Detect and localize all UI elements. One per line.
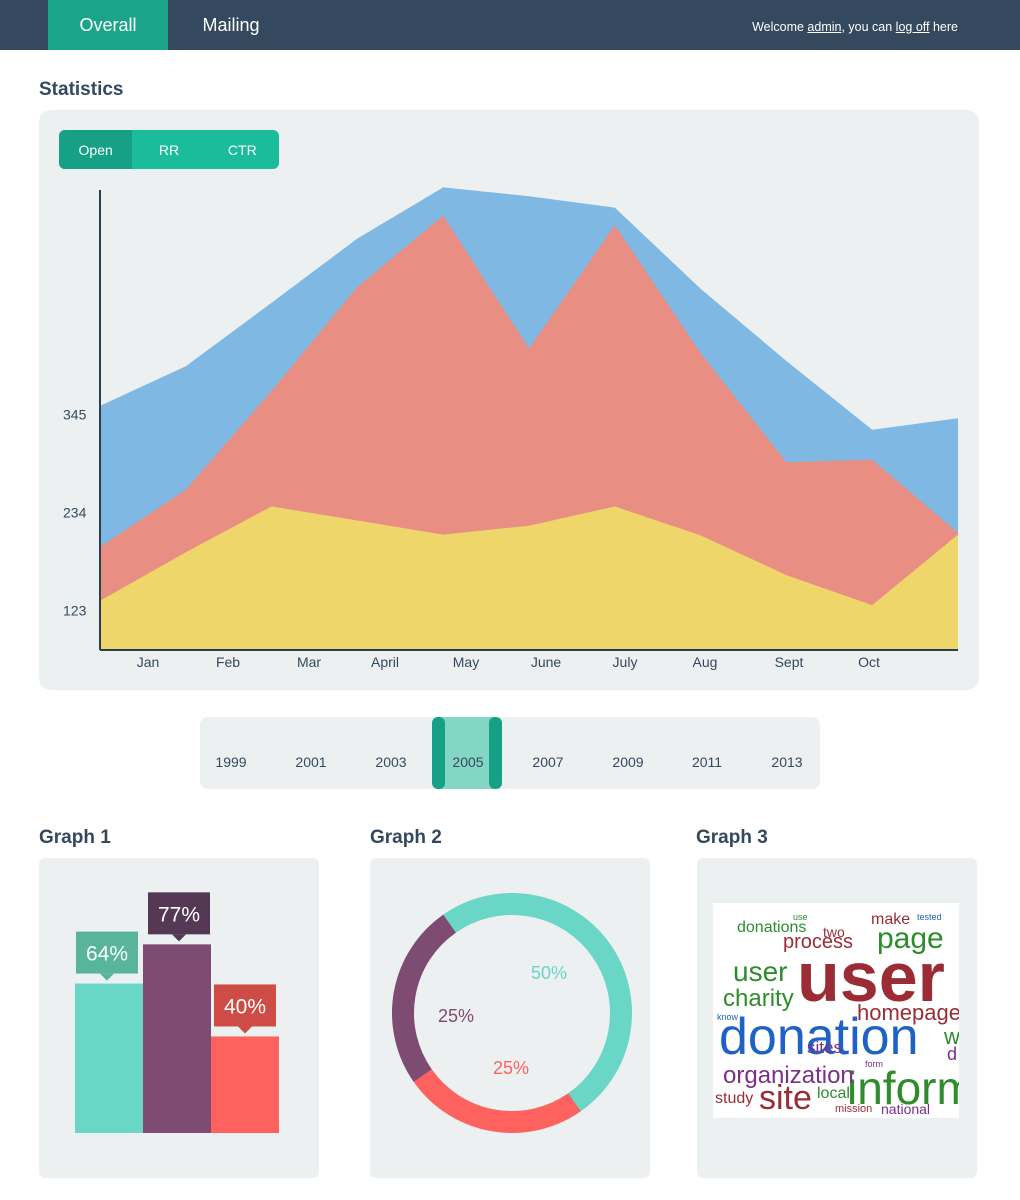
segment-rr[interactable]: RR bbox=[158, 142, 180, 158]
word-cloud-word: sites bbox=[807, 1038, 842, 1057]
timeline-right-handle[interactable] bbox=[489, 717, 502, 789]
word-cloud-word: form bbox=[865, 1059, 883, 1069]
graph3-card: user donation inform site organization page ho… bbox=[697, 858, 977, 1178]
word-cloud-word: make bbox=[871, 911, 910, 928]
x-tick-label: Jan bbox=[137, 654, 160, 670]
metric-segmented-control: Open RR CTR bbox=[59, 130, 279, 169]
welcome-prefix: Welcome bbox=[752, 20, 808, 34]
y-tick-label: 345 bbox=[63, 407, 87, 423]
welcome-middle: , you can bbox=[841, 20, 896, 34]
bar-2 bbox=[143, 944, 211, 1133]
timeline-year-selected[interactable]: 2005 bbox=[452, 754, 484, 770]
timeline-year[interactable]: 2007 bbox=[532, 754, 564, 770]
bar-value-tag-pointer bbox=[238, 1026, 252, 1034]
x-tick-label: Mar bbox=[297, 654, 321, 670]
timeline-year[interactable]: 2013 bbox=[771, 754, 803, 770]
word-cloud-word: mission bbox=[835, 1103, 872, 1115]
username-link[interactable]: admin bbox=[807, 20, 842, 34]
x-tick-label: Feb bbox=[216, 654, 240, 670]
timeline-year[interactable]: 2001 bbox=[295, 754, 327, 770]
segment-open[interactable]: Open bbox=[59, 130, 133, 169]
word-cloud-word: local bbox=[817, 1085, 850, 1102]
welcome-suffix: here bbox=[929, 20, 958, 34]
welcome-message: Welcome admin, you can log off here bbox=[752, 0, 958, 50]
word-cloud-word: tested bbox=[917, 912, 942, 922]
tab-mailing[interactable]: Mailing bbox=[202, 15, 260, 35]
bar-value-tag bbox=[76, 931, 138, 974]
word-cloud-word: site bbox=[759, 1079, 812, 1117]
word-cloud-word: user bbox=[797, 938, 945, 1016]
timeline-selection-window[interactable] bbox=[438, 717, 496, 789]
word-cloud-word: page bbox=[877, 922, 944, 955]
graph2-donut-chart: 50% 25% 25% bbox=[392, 892, 632, 1133]
x-tick-label: April bbox=[371, 654, 399, 670]
x-tick-label: June bbox=[531, 654, 562, 670]
word-cloud-background bbox=[713, 903, 959, 1118]
donut-slice-label: 25% bbox=[438, 1006, 474, 1026]
word-cloud-word: donation bbox=[719, 1008, 919, 1066]
word-cloud-word: inform bbox=[847, 1062, 975, 1114]
bar-value-label: 64% bbox=[86, 943, 128, 966]
timeline-year[interactable]: 2003 bbox=[375, 754, 407, 770]
bar-value-tag bbox=[148, 892, 210, 935]
timeline-left-handle[interactable] bbox=[432, 717, 445, 789]
statistics-panel: 123 234 345 Jan Feb Mar April May June July Aug Sep… bbox=[39, 110, 979, 690]
timeline-year[interactable]: 2009 bbox=[612, 754, 644, 770]
bar-value-label: 77% bbox=[158, 903, 200, 926]
word-cloud-word: study bbox=[715, 1090, 753, 1107]
donut-slice-label: 50% bbox=[531, 963, 567, 983]
bar-value-label: 40% bbox=[224, 995, 266, 1018]
tab-overall[interactable]: Overall bbox=[48, 0, 168, 50]
area-chart: 123 234 345 Jan Feb Mar April May June July Aug Sep… bbox=[63, 187, 958, 670]
word-cloud-word: user bbox=[733, 956, 787, 987]
graph2-card: 50% 25% 25% bbox=[370, 858, 650, 1178]
timeline-year[interactable]: 2011 bbox=[691, 754, 723, 770]
graph3-word-cloud: userdonationinformsiteorganizationpageho… bbox=[713, 903, 975, 1118]
bar-value-tag-pointer bbox=[100, 973, 114, 981]
statistics-title: Statistics bbox=[39, 79, 124, 100]
graph1-bar-chart: 64% 77% 40% bbox=[75, 892, 279, 1133]
word-cloud-word: use bbox=[793, 912, 808, 922]
word-cloud-word: homepage bbox=[857, 1000, 961, 1025]
word-cloud-word: know bbox=[717, 1012, 739, 1022]
word-cloud-word: national bbox=[881, 1101, 930, 1117]
x-tick-label: Aug bbox=[693, 654, 718, 670]
year-timeline-slider[interactable]: 1999 2001 2003 2005 2007 2009 2011 2013 bbox=[200, 717, 820, 789]
word-cloud-word: organization bbox=[723, 1062, 854, 1089]
bar-value-tag-pointer bbox=[172, 934, 186, 942]
word-cloud-word: charity bbox=[723, 985, 794, 1012]
word-cloud-word: process bbox=[783, 931, 853, 953]
x-tick-label: May bbox=[453, 654, 479, 670]
graph1-title: Graph 1 bbox=[39, 827, 111, 848]
bar-3 bbox=[211, 1036, 279, 1133]
top-nav-bar: Overall Mailing Welcome admin, you can l… bbox=[0, 0, 1020, 50]
x-tick-label: July bbox=[613, 654, 638, 670]
graph3-title: Graph 3 bbox=[696, 827, 768, 848]
word-cloud-word: d bbox=[947, 1044, 957, 1064]
word-cloud-word: two bbox=[823, 924, 845, 940]
x-tick-label: Sept bbox=[775, 654, 804, 670]
bar-1 bbox=[75, 983, 143, 1133]
donut-slice-3 bbox=[392, 893, 632, 1133]
y-tick-label: 123 bbox=[63, 602, 87, 618]
donut-slice-label: 25% bbox=[493, 1058, 529, 1078]
graph1-card: 64% 77% 40% bbox=[39, 858, 319, 1178]
y-tick-label: 234 bbox=[63, 505, 87, 521]
word-cloud-word: w bbox=[943, 1024, 960, 1049]
graph2-title: Graph 2 bbox=[370, 827, 442, 848]
segment-ctr[interactable]: CTR bbox=[227, 142, 257, 158]
bar-value-tag bbox=[214, 984, 276, 1027]
area-series-3 bbox=[100, 506, 958, 650]
x-tick-label: Oct bbox=[858, 654, 880, 670]
word-cloud-word: donations bbox=[737, 919, 806, 936]
timeline-year[interactable]: 1999 bbox=[215, 754, 247, 770]
log-off-link[interactable]: log off bbox=[895, 20, 930, 34]
